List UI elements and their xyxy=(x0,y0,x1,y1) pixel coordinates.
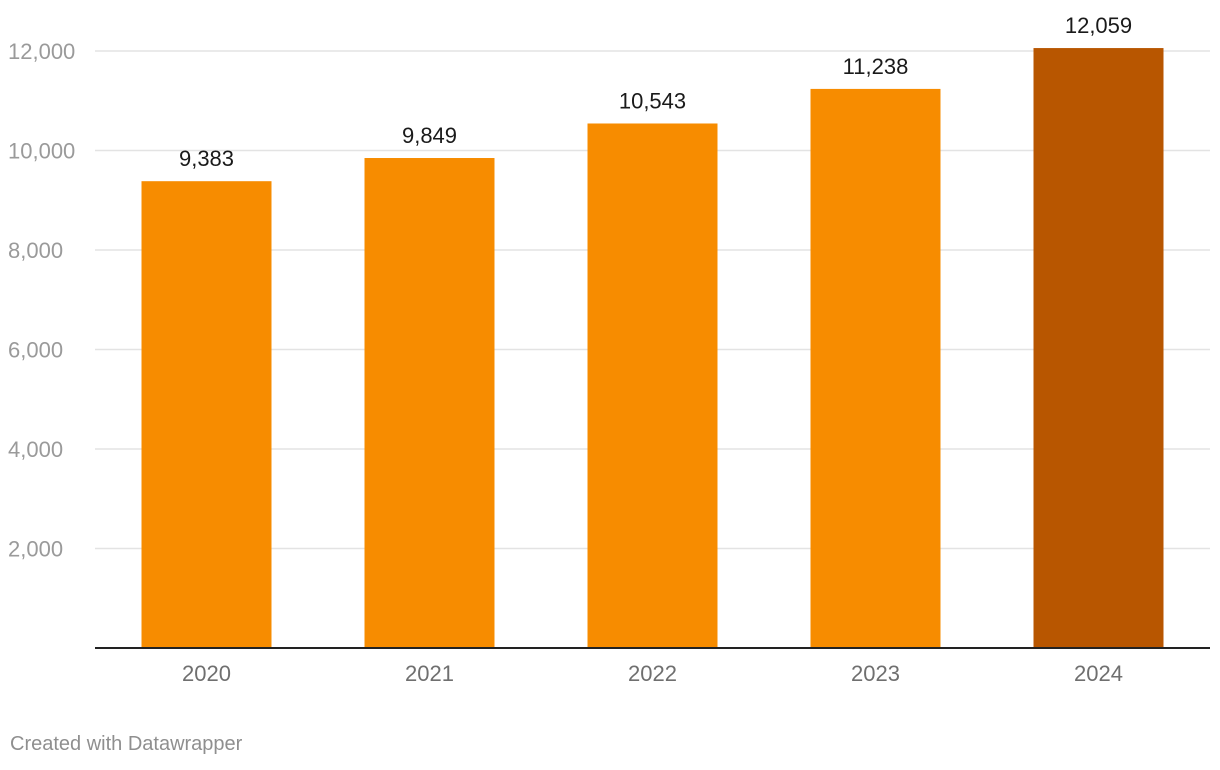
y-tick-label: 2,000 xyxy=(8,537,63,562)
value-label: 12,059 xyxy=(1065,13,1132,38)
x-tick-label: 2022 xyxy=(628,661,677,686)
bar xyxy=(364,158,495,648)
value-label: 11,238 xyxy=(843,54,909,79)
y-tick-label: 12,000 xyxy=(8,39,75,64)
bar xyxy=(141,181,272,649)
y-tick-label: 8,000 xyxy=(8,238,63,263)
x-tick-label: 2021 xyxy=(405,661,454,686)
bar-layer xyxy=(141,48,1164,649)
value-label: 10,543 xyxy=(619,88,686,113)
value-label: 9,849 xyxy=(402,123,457,148)
y-tick-label: 10,000 xyxy=(8,139,75,164)
label-layer: 2,000 4,000 6,000 8,000 10,000 12,000 9,383 202… xyxy=(8,13,1210,686)
value-label: 9,383 xyxy=(179,146,234,171)
x-tick-label: 2023 xyxy=(851,661,900,686)
bar xyxy=(1033,48,1164,648)
bar xyxy=(587,123,718,649)
bar xyxy=(810,88,941,649)
x-tick-label: 2024 xyxy=(1074,661,1123,686)
footer-credit[interactable]: Created with Datawrapper xyxy=(10,733,243,755)
y-tick-label: 4,000 xyxy=(8,437,63,462)
x-tick-label: 2020 xyxy=(182,661,231,686)
bar-chart: 2,000 4,000 6,000 8,000 10,000 12,000 9,383 202… xyxy=(8,13,1210,686)
y-tick-label: 6,000 xyxy=(8,338,63,363)
